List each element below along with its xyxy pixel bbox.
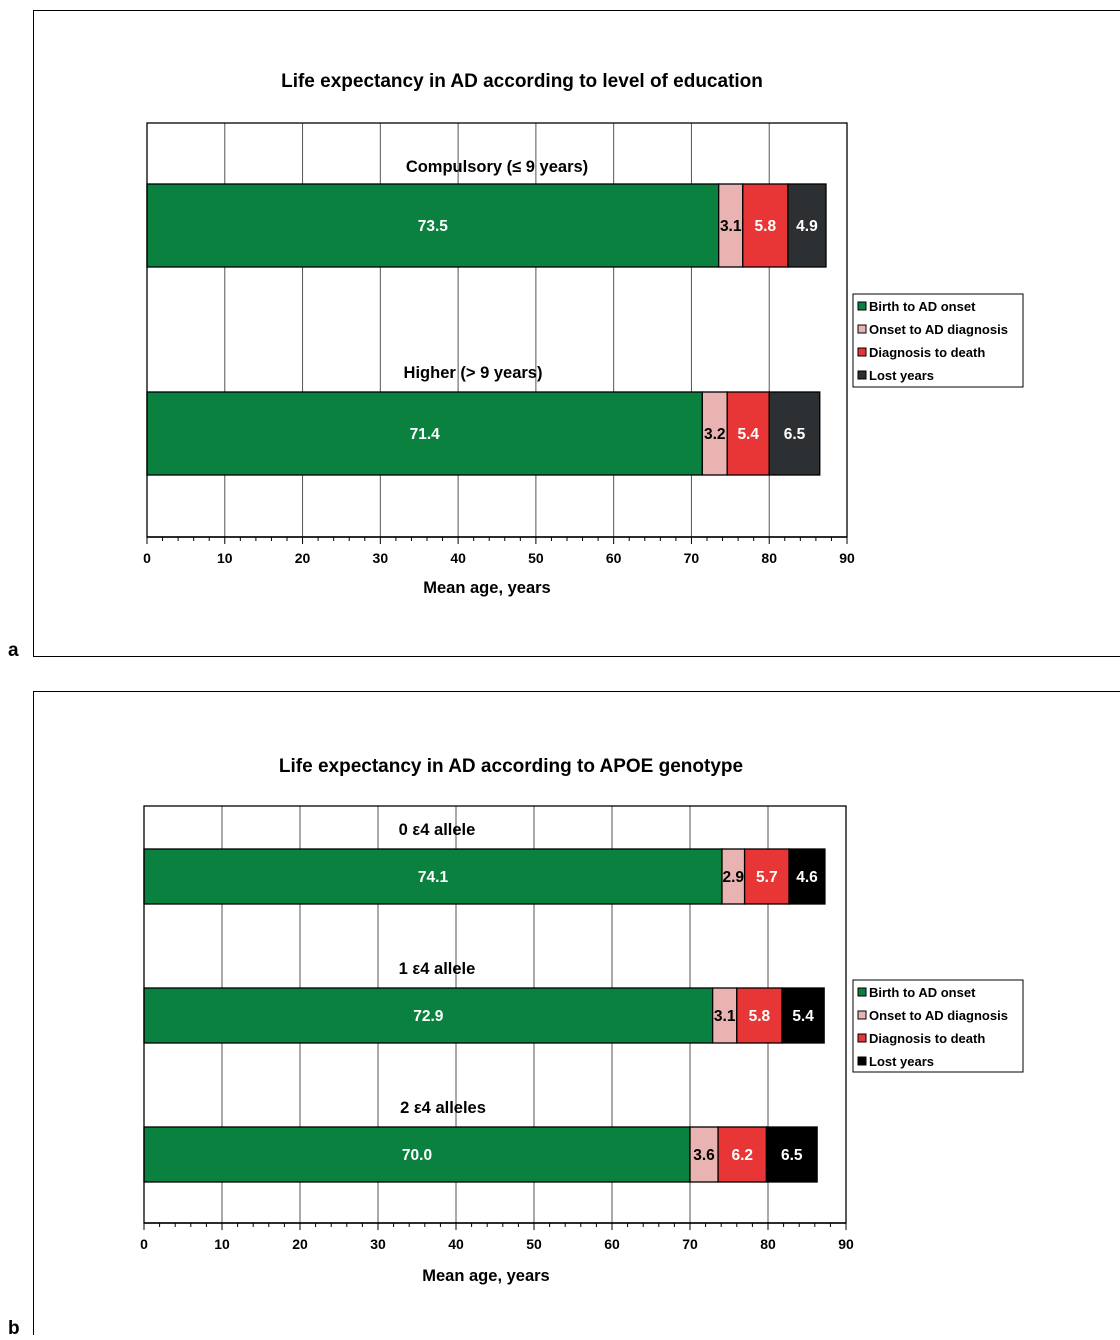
x-tick-label-a: 70 (684, 550, 700, 566)
bar-segment-lost-years-a (768, 391, 821, 476)
bar-segment-onset-to-diagnosis-a (718, 183, 744, 268)
panel-letter-a: a (8, 640, 19, 661)
x-tick-label-b: 80 (760, 1236, 776, 1252)
bar-segment-lost-years-b (781, 987, 825, 1044)
legend-item-diagnosis-to-death-swatch-b (857, 1033, 867, 1043)
legend-item-lost-years-b: Lost years (869, 1054, 934, 1069)
bar-segment-lost-years-a (787, 183, 827, 268)
x-tick-label-b: 70 (682, 1236, 698, 1252)
data-label-a: 3.2 (704, 426, 726, 443)
legend-item-diagnosis-to-death-swatch-a (857, 347, 867, 357)
data-label-b: 5.7 (756, 869, 778, 886)
legend-item-birth-to-onset-swatch-a (857, 301, 867, 311)
bar-segment-diagnosis-to-death-a (726, 391, 770, 476)
data-label-a: 3.1 (720, 218, 742, 235)
legend-b: Birth to AD onset Onset to AD diagnosis Di… (852, 979, 1024, 1073)
x-axis-label-b: Mean age, years (422, 1267, 550, 1285)
data-label-b: 74.1 (418, 869, 449, 886)
chart-title-b: Life expectancy in AD according to APOE … (279, 756, 743, 777)
legend-box-a (852, 293, 1024, 388)
legend-item-lost-years-a: Lost years (869, 368, 934, 383)
x-tick-label-b: 60 (604, 1236, 620, 1252)
data-label-a: 4.9 (796, 218, 818, 235)
legend-item-lost-years-swatch-a (857, 370, 867, 380)
legend-item-birth-to-onset-b: Birth to AD onset (869, 985, 976, 1000)
legend-item-lost-years-swatch-b (857, 1056, 867, 1066)
legend-item-birth-to-onset-swatch-b (857, 987, 867, 997)
category-label-b: 1 ε4 allele (399, 960, 476, 978)
x-tick-label-b: 30 (370, 1236, 386, 1252)
panel-letter-b: b (8, 1318, 20, 1339)
legend-item-onset-to-diagnosis-swatch-a (857, 324, 867, 334)
data-label-b: 72.9 (413, 1008, 444, 1025)
data-label-b: 4.6 (796, 869, 818, 886)
data-label-b: 3.1 (714, 1008, 736, 1025)
x-tick-label-a: 80 (761, 550, 777, 566)
bar-segment-lost-years-b (788, 848, 826, 905)
data-label-a: 73.5 (418, 218, 449, 235)
chart-title-a: Life expectancy in AD according to level… (281, 71, 763, 92)
data-label-a: 71.4 (410, 426, 441, 443)
legend-item-onset-to-diagnosis-a: Onset to AD diagnosis (869, 322, 1008, 337)
x-tick-label-a: 60 (606, 550, 622, 566)
category-label-b: 0 ε4 allele (399, 821, 476, 839)
x-tick-label-a: 50 (528, 550, 544, 566)
x-tick-label-a: 90 (839, 550, 855, 566)
category-label-b: 2 ε4 alleles (400, 1099, 486, 1117)
data-label-b: 6.5 (781, 1147, 803, 1164)
bar-segment-onset-to-diagnosis-a (701, 391, 728, 476)
x-tick-label-b: 10 (214, 1236, 230, 1252)
data-label-a: 5.4 (737, 426, 759, 443)
x-tick-label-b: 50 (526, 1236, 542, 1252)
category-label-a: Higher (> 9 years) (404, 364, 543, 382)
data-label-a: 6.5 (784, 426, 806, 443)
x-axis-label-a: Mean age, years (423, 579, 551, 597)
legend-item-onset-to-diagnosis-b: Onset to AD diagnosis (869, 1008, 1008, 1023)
x-tick-label-b: 20 (292, 1236, 308, 1252)
bar-segment-lost-years-b (765, 1126, 818, 1183)
x-tick-label-a: 20 (295, 550, 311, 566)
data-label-b: 70.0 (402, 1147, 432, 1164)
legend-box-b (852, 979, 1024, 1073)
bar-segment-birth-to-onset-a (146, 183, 720, 268)
data-label-b: 5.8 (749, 1008, 771, 1025)
x-tick-label-b: 40 (448, 1236, 464, 1252)
data-label-b: 6.2 (731, 1147, 753, 1164)
data-label-b: 3.6 (693, 1147, 715, 1164)
x-tick-label-a: 30 (373, 550, 389, 566)
data-label-b: 5.4 (792, 1008, 814, 1025)
x-tick-label-b: 90 (838, 1236, 854, 1252)
legend-item-diagnosis-to-death-b: Diagnosis to death (869, 1031, 985, 1046)
data-label-a: 5.8 (755, 218, 777, 235)
legend-a: Birth to AD onset Onset to AD diagnosis Di… (852, 293, 1024, 388)
bar-segment-birth-to-onset-b (143, 987, 714, 1044)
x-tick-label-a: 10 (217, 550, 233, 566)
category-label-a: Compulsory (≤ 9 years) (406, 158, 588, 176)
x-tick-label-a: 40 (450, 550, 466, 566)
x-tick-label-a: 0 (143, 550, 151, 566)
data-label-b: 2.9 (723, 869, 745, 886)
legend-item-birth-to-onset-a: Birth to AD onset (869, 299, 976, 314)
chart-b: Life expectancy in AD according to APOE … (140, 756, 1024, 1285)
chart-a: Life expectancy in AD according to level… (143, 71, 1024, 597)
bar-segment-diagnosis-to-death-b (743, 848, 790, 905)
x-tick-label-b: 0 (140, 1236, 148, 1252)
legend-item-onset-to-diagnosis-swatch-b (857, 1010, 867, 1020)
legend-item-diagnosis-to-death-a: Diagnosis to death (869, 345, 985, 360)
